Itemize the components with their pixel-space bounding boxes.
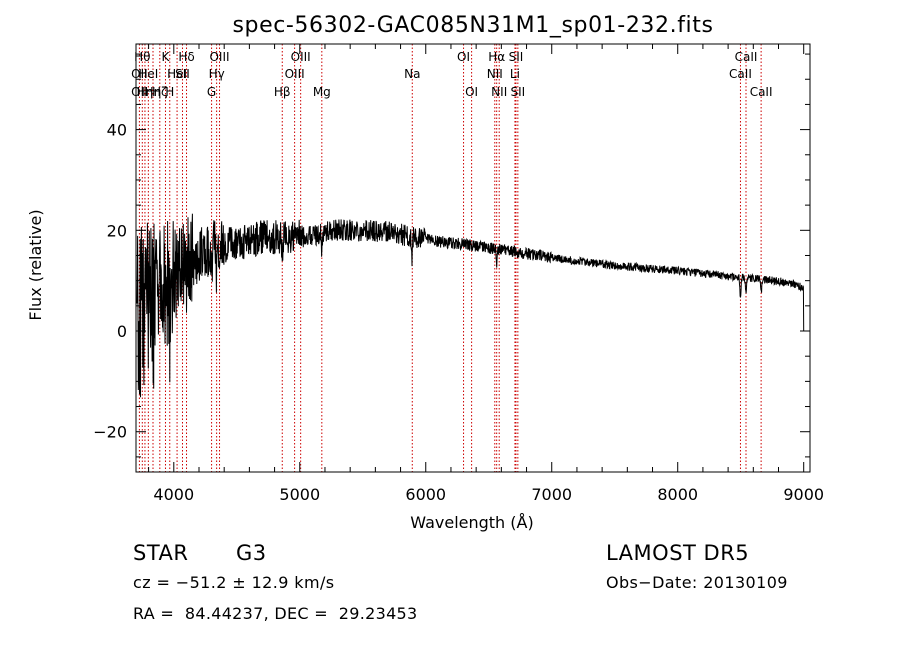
spectral-line-label: OI [457, 50, 470, 64]
spectral-line-label: Li [510, 67, 520, 81]
spectral-line-label: Hβ [274, 85, 291, 99]
spectral-line-label: OIII [285, 67, 305, 81]
spectral-line-label: OII [131, 67, 148, 81]
spectral-line-label: CaII [750, 85, 773, 99]
chart-title: spec-56302-GAC085N31M1_sp01-232.fits [232, 13, 713, 38]
spectral-line-label: Hθ [134, 50, 150, 64]
spectral-line-label: Hγ [209, 67, 225, 81]
spectral-line-label: HeI [167, 67, 187, 81]
spectral-line-label: HeI [138, 67, 158, 81]
axis-ticks [136, 44, 810, 472]
spectral-line-label: Hη [137, 85, 154, 99]
spectrum-line [136, 213, 805, 398]
y-tick-label: 20 [107, 221, 127, 240]
observation-date: Obs−Date: 20130109 [606, 573, 788, 592]
object-subclass: G3 [236, 541, 267, 565]
spectral-line-label: G [207, 85, 216, 99]
spectral-line-label: Hη [145, 85, 162, 99]
y-tick-label: 0 [117, 322, 127, 341]
spectral-line-label: H [165, 85, 174, 99]
spectral-line-label: SII [175, 67, 190, 81]
x-tick-label: 4000 [153, 485, 194, 504]
spectral-line-markers [138, 44, 762, 472]
spectral-line-label: Hδ [178, 50, 194, 64]
x-axis-label: Wavelength (Å) [410, 513, 533, 532]
x-tick-label: 7000 [531, 485, 572, 504]
object-class: STAR [133, 541, 189, 565]
x-tick-label: 8000 [657, 485, 698, 504]
y-tick-label: −20 [93, 423, 127, 442]
spectral-line-label: Hα [488, 50, 505, 64]
spectral-line-label: NII [487, 67, 503, 81]
spectral-line-label: SII [510, 85, 525, 99]
spectral-line-label: Hζ [152, 85, 168, 99]
spectral-line-label: K [162, 50, 171, 64]
x-tick-label: 5000 [279, 485, 320, 504]
plot-frame [135, 43, 811, 473]
spectral-line-label: Na [404, 67, 420, 81]
spectral-line-label: OI [465, 85, 478, 99]
spectral-line-label: SII [509, 50, 524, 64]
axis-tick-labels: 4000 5000 6000 7000 8000 9000 −20 0 20 40 [93, 121, 824, 504]
survey-name: LAMOST DR5 [606, 541, 750, 565]
spectral-line-label: OIII [291, 50, 311, 64]
x-tick-label: 6000 [405, 485, 446, 504]
y-axis-label: Flux (relative) [26, 209, 45, 320]
spectral-line-labels: OIIOIIHθHηHeIHηHζKHHeISIIHδGHγOIIIHβOIII… [131, 50, 772, 99]
spectral-line-label: OII [131, 85, 148, 99]
spectral-line-label: OIII [209, 50, 229, 64]
spectral-line-label: CaII [729, 67, 752, 81]
coordinates-readout: RA = 84.44237, DEC = 29.23453 [133, 604, 418, 623]
redshift-readout: cz = −51.2 ± 12.9 km/s [133, 573, 335, 592]
y-tick-label: 40 [107, 121, 127, 140]
x-tick-label: 9000 [783, 485, 824, 504]
spectral-line-label: Mg [313, 85, 331, 99]
spectral-line-label: NII [491, 85, 507, 99]
spectral-line-label: CaII [735, 50, 758, 64]
